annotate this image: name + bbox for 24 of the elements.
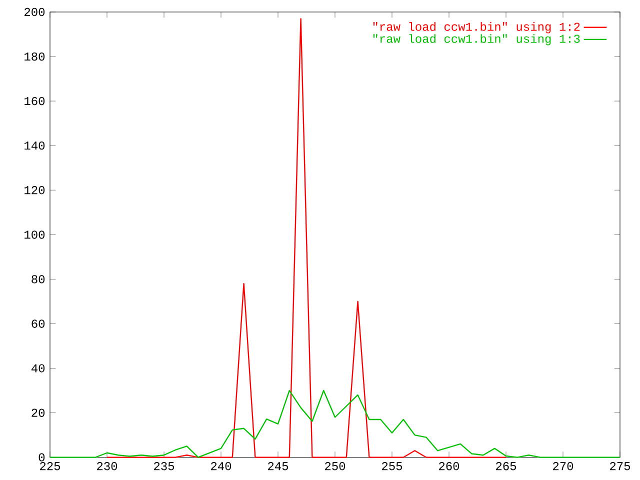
y-tick-label: 0	[38, 453, 45, 462]
y-tick-label: 180	[24, 52, 45, 61]
x-tick-label: 245	[268, 462, 288, 470]
x-tick-label: 240	[211, 462, 232, 470]
y-tick-label: 20	[32, 408, 45, 417]
x-tick-label: 230	[97, 462, 118, 470]
y-tick-label: 140	[24, 142, 45, 150]
x-tick-label: 225	[40, 462, 60, 470]
y-tick-label: 160	[24, 96, 45, 106]
x-tick-label: 275	[610, 462, 630, 470]
y-tick-label: 80	[32, 275, 45, 284]
y-tick-label: 40	[31, 364, 45, 372]
y-tick-label: 60	[32, 320, 45, 328]
y-tick-label: 100	[24, 230, 45, 239]
x-tick-label: 265	[496, 462, 516, 470]
x-tick-label: 235	[154, 462, 174, 470]
y-tick-label: 200	[24, 8, 45, 16]
x-tick-label: 250	[325, 462, 346, 470]
legend-label: "raw load ccw1.bin" using 1:2	[373, 22, 580, 34]
y-tick-label: 120	[24, 186, 45, 194]
x-tick-label: 255	[382, 462, 402, 470]
x-tick-label: 270	[553, 462, 574, 470]
x-tick-label: 260	[439, 462, 460, 470]
legend-label: "raw load ccw1.bin" using 1:3	[373, 34, 580, 46]
